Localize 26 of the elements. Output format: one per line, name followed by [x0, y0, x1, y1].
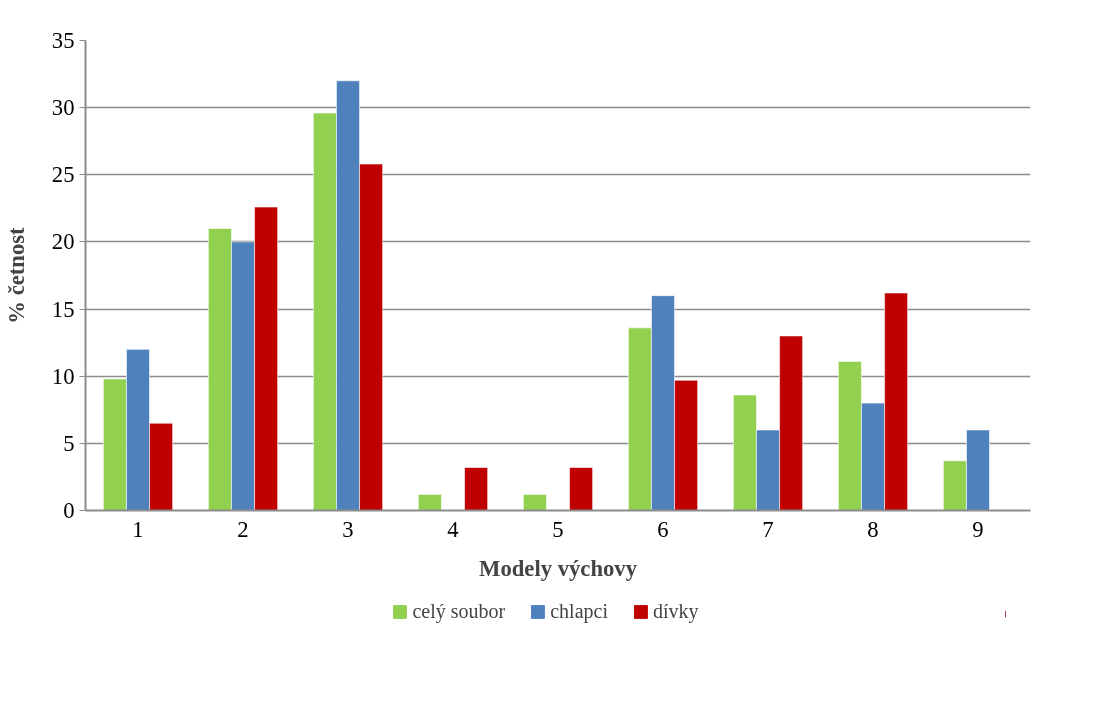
y-tick-label: 30 — [51, 95, 75, 121]
legend-label: celý soubor — [412, 599, 506, 623]
x-tick-label: 1 — [132, 516, 144, 542]
y-tick-label: 0 — [63, 498, 75, 523]
legend-label: chlapci — [550, 599, 608, 623]
bar — [464, 467, 488, 511]
y-tick-label: 15 — [51, 296, 75, 322]
y-tick-label: 35 — [51, 28, 75, 53]
x-tick-label: 9 — [972, 516, 984, 542]
x-tick-label: 3 — [342, 516, 354, 542]
bar — [523, 494, 547, 511]
y-tick-label: 25 — [51, 162, 75, 188]
x-tick-label: 6 — [657, 516, 669, 542]
x-axis-title: Modely výchovy — [479, 555, 638, 581]
bar — [418, 494, 442, 511]
legend-label: dívky — [652, 599, 699, 623]
x-tick-label: 5 — [552, 516, 564, 542]
x-tick-label: 8 — [867, 516, 879, 542]
x-tick-label: 2 — [237, 516, 249, 542]
bar — [569, 467, 593, 511]
x-tick-label: 4 — [447, 516, 459, 542]
y-tick-label: 20 — [51, 229, 75, 255]
x-tick-label: 7 — [762, 516, 774, 542]
y-tick-label: 5 — [63, 430, 75, 456]
y-axis-title: % četnost — [3, 226, 29, 324]
y-tick-label: 10 — [51, 363, 75, 389]
